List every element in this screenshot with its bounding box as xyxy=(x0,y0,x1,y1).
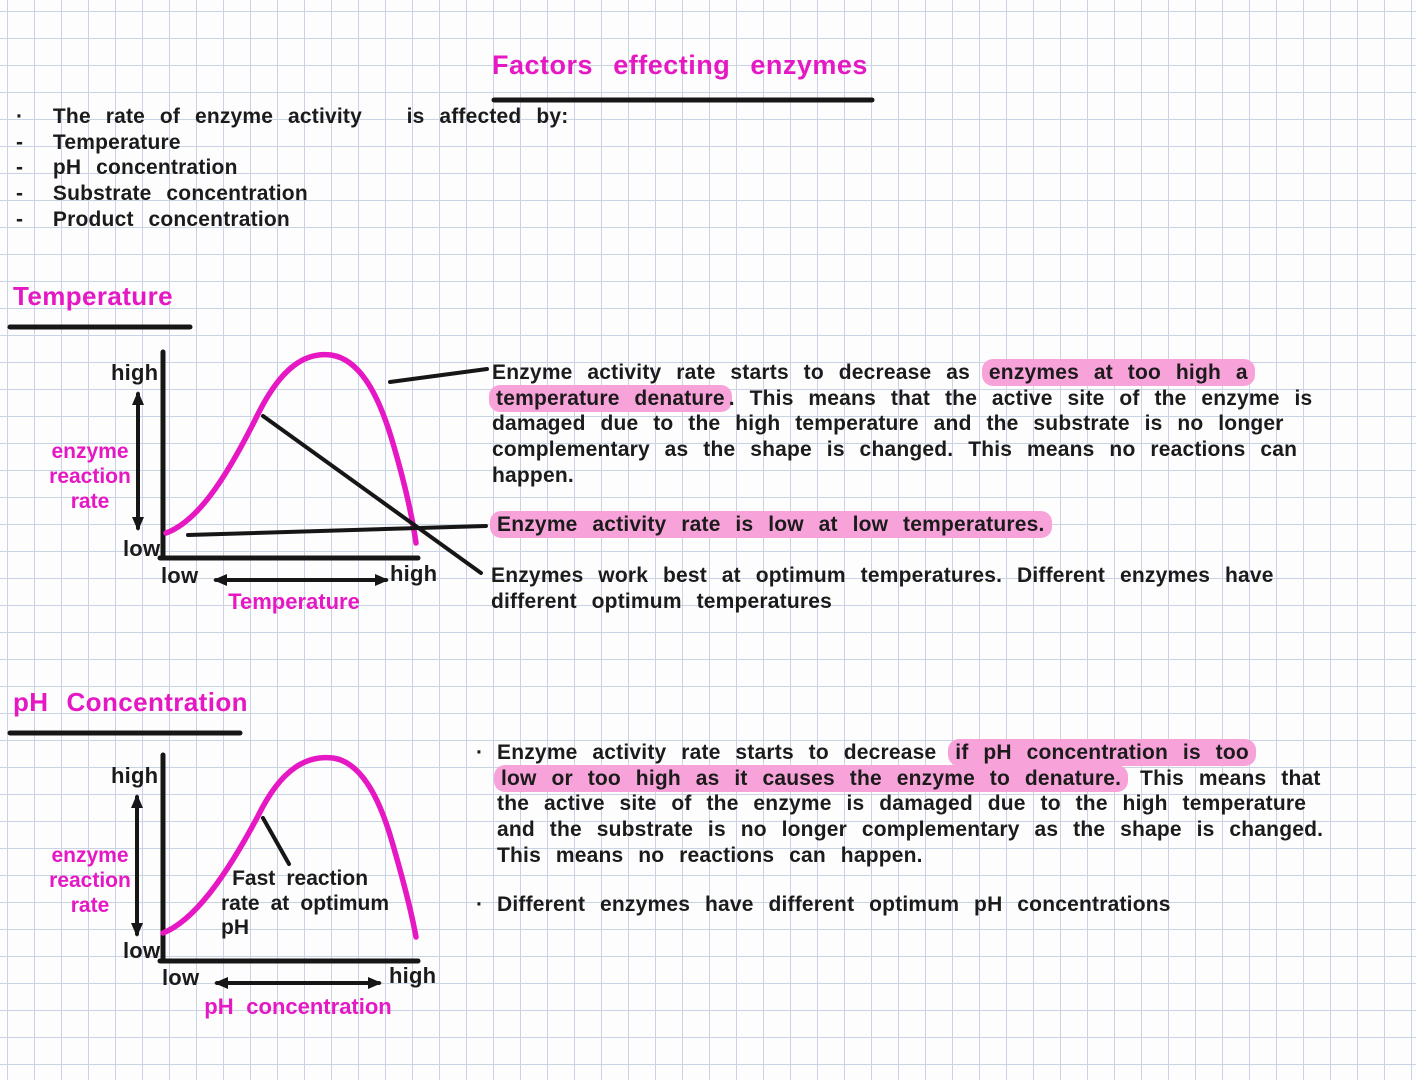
temperature-heading: Temperature xyxy=(13,281,173,311)
ph-curve xyxy=(160,754,419,940)
highlight: enzymes at too high a xyxy=(981,359,1255,386)
note-text: happen. xyxy=(492,463,574,487)
ph-heading: pH Concentration xyxy=(13,687,248,717)
ph-note-bullet-2: · xyxy=(476,893,484,916)
ph-y-high-label: high xyxy=(111,763,159,788)
intro-item-substrate: - Substrate concentration xyxy=(16,182,308,206)
note-line: Enzyme activity rate starts to decrease … xyxy=(497,739,1323,766)
note-line: damaged due to the high temperature and … xyxy=(492,411,1312,437)
intro-item-ph: - pH concentration xyxy=(16,156,238,180)
note-line: happen. xyxy=(492,463,1312,489)
note-text: different optimum temperatures xyxy=(491,589,833,613)
intro-item-temperature: - Temperature xyxy=(16,130,181,154)
intro-list: · The rate of enzyme activity is affecte… xyxy=(16,104,568,233)
ph-y-axis-label: enzyme reaction rate xyxy=(49,844,131,917)
note-line: different optimum temperatures xyxy=(491,589,1274,615)
note-text: This means that xyxy=(1125,766,1321,790)
highlight: temperature denature xyxy=(489,384,732,412)
ph-curve-note: Fast reaction rate at optimum pH xyxy=(221,867,390,939)
note-line: Enzymes work best at optimum temperature… xyxy=(491,563,1274,589)
note-line: Different enzymes have different optimum… xyxy=(497,892,1171,918)
ph-note-denature: Enzyme activity rate starts to decrease … xyxy=(494,739,1323,869)
note-line: the active site of the enzyme is damaged… xyxy=(497,791,1323,817)
temp-note-denature: Enzyme activity rate starts to decrease … xyxy=(489,359,1313,489)
note-text: Different enzymes have different optimum… xyxy=(497,893,1171,916)
page-title: Factors effecting enzymes xyxy=(492,50,868,80)
highlight: low or too high as it causes the enzyme … xyxy=(494,764,1129,792)
temp-note-low: Enzyme activity rate is low at low tempe… xyxy=(490,511,1052,538)
note-line: Enzyme activity rate starts to decrease … xyxy=(492,359,1312,386)
temp-annotation-line-low xyxy=(186,524,488,537)
temp-x-low-label: low xyxy=(161,563,199,588)
note-text: Enzyme activity rate starts to decrease xyxy=(497,741,952,764)
temp-curve xyxy=(163,351,419,546)
note-text: Enzyme activity rate starts to decrease … xyxy=(492,361,985,384)
temp-annotation-line-denature xyxy=(388,367,489,384)
ph-annotation-line-optimum xyxy=(261,816,291,866)
note-text: complementary as the shape is changed. T… xyxy=(492,438,1298,462)
note-text: the active site of the enzyme is damaged… xyxy=(497,792,1307,816)
temp-x-high-label: high xyxy=(390,561,438,586)
note-line: complementary as the shape is changed. T… xyxy=(492,437,1312,463)
temp-y-axis-label: enzyme reaction rate xyxy=(49,440,131,513)
ph-note-different: Different enzymes have different optimum… xyxy=(497,892,1171,918)
note-line: This means no reactions can happen. xyxy=(497,843,1323,869)
temp-y-low-label: low xyxy=(123,536,161,561)
ph-x-low-label: low xyxy=(162,965,200,990)
note-text: damaged due to the high temperature and … xyxy=(492,412,1284,436)
note-text: . This means that the active site of the… xyxy=(728,386,1313,410)
ph-y-low-label: low xyxy=(123,938,161,963)
ph-x-axis-label: pH concentration xyxy=(204,994,392,1019)
intro-item-product: - Product concentration xyxy=(16,207,290,231)
note-text: This means no reactions can happen. xyxy=(497,843,923,867)
highlight: if pH concentration is too xyxy=(948,739,1256,766)
temp-annotation-line-optimum xyxy=(261,414,483,575)
ph-x-high-label: high xyxy=(389,963,437,988)
ph-note-bullet-1: · xyxy=(476,741,484,764)
note-line: low or too high as it causes the enzyme … xyxy=(494,764,1323,792)
note-text: and the substrate is no longer complemen… xyxy=(497,818,1324,842)
note-text: Enzymes work best at optimum temperature… xyxy=(491,564,1274,587)
intro-lead: · The rate of enzyme activity is affecte… xyxy=(16,105,569,128)
highlight: Enzyme activity rate is low at low tempe… xyxy=(490,511,1052,538)
temp-x-axis-label: Temperature xyxy=(228,589,360,614)
temp-y-high-label: high xyxy=(111,360,159,385)
note-line: temperature denature. This means that th… xyxy=(489,384,1313,412)
note-line: and the substrate is no longer complemen… xyxy=(497,817,1323,843)
note-line: Enzyme activity rate is low at low tempe… xyxy=(490,511,1052,538)
temp-note-optimum: Enzymes work best at optimum temperature… xyxy=(491,563,1274,614)
